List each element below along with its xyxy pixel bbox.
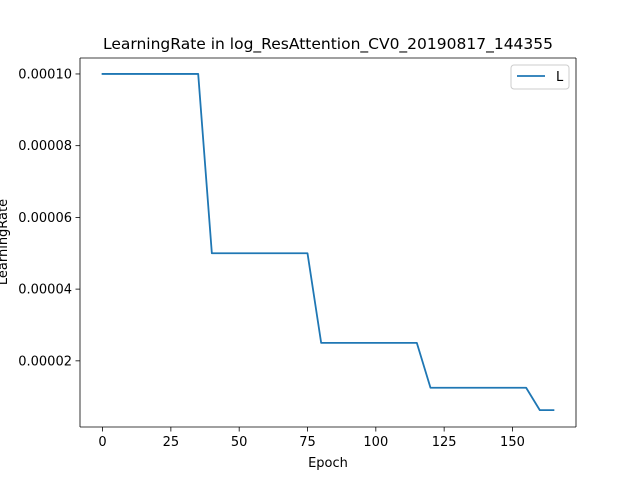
x-tick-label: 0 [98, 435, 106, 450]
legend-box [510, 64, 570, 90]
x-tick-label: 25 [163, 435, 180, 450]
x-tick-label: 150 [500, 435, 525, 450]
y-tick-label: 0.00006 [18, 211, 72, 226]
legend: L [510, 64, 570, 90]
plot-area: 0 25 50 75 100 125 150 0.00002 0.00004 0.00006 0.0… [18, 57, 577, 450]
legend-label-0: L [556, 70, 564, 85]
chart-title: LearningRate in log_ResAttention_CV0_201… [103, 35, 553, 54]
series-line-0 [101, 73, 555, 412]
x-axis-label: Epoch [308, 456, 348, 471]
y-tick-label: 0.00008 [18, 139, 72, 154]
x-tick-label: 125 [432, 435, 457, 450]
y-tick-label: 0.00004 [18, 283, 72, 298]
y-tick-label: 0.00010 [18, 67, 72, 82]
x-tick-label: 50 [231, 435, 248, 450]
x-tick-label: 100 [363, 435, 388, 450]
x-tick-label: 75 [299, 435, 316, 450]
y-axis-label: LearningRate [0, 199, 11, 285]
y-tick-label: 0.00002 [18, 354, 72, 369]
